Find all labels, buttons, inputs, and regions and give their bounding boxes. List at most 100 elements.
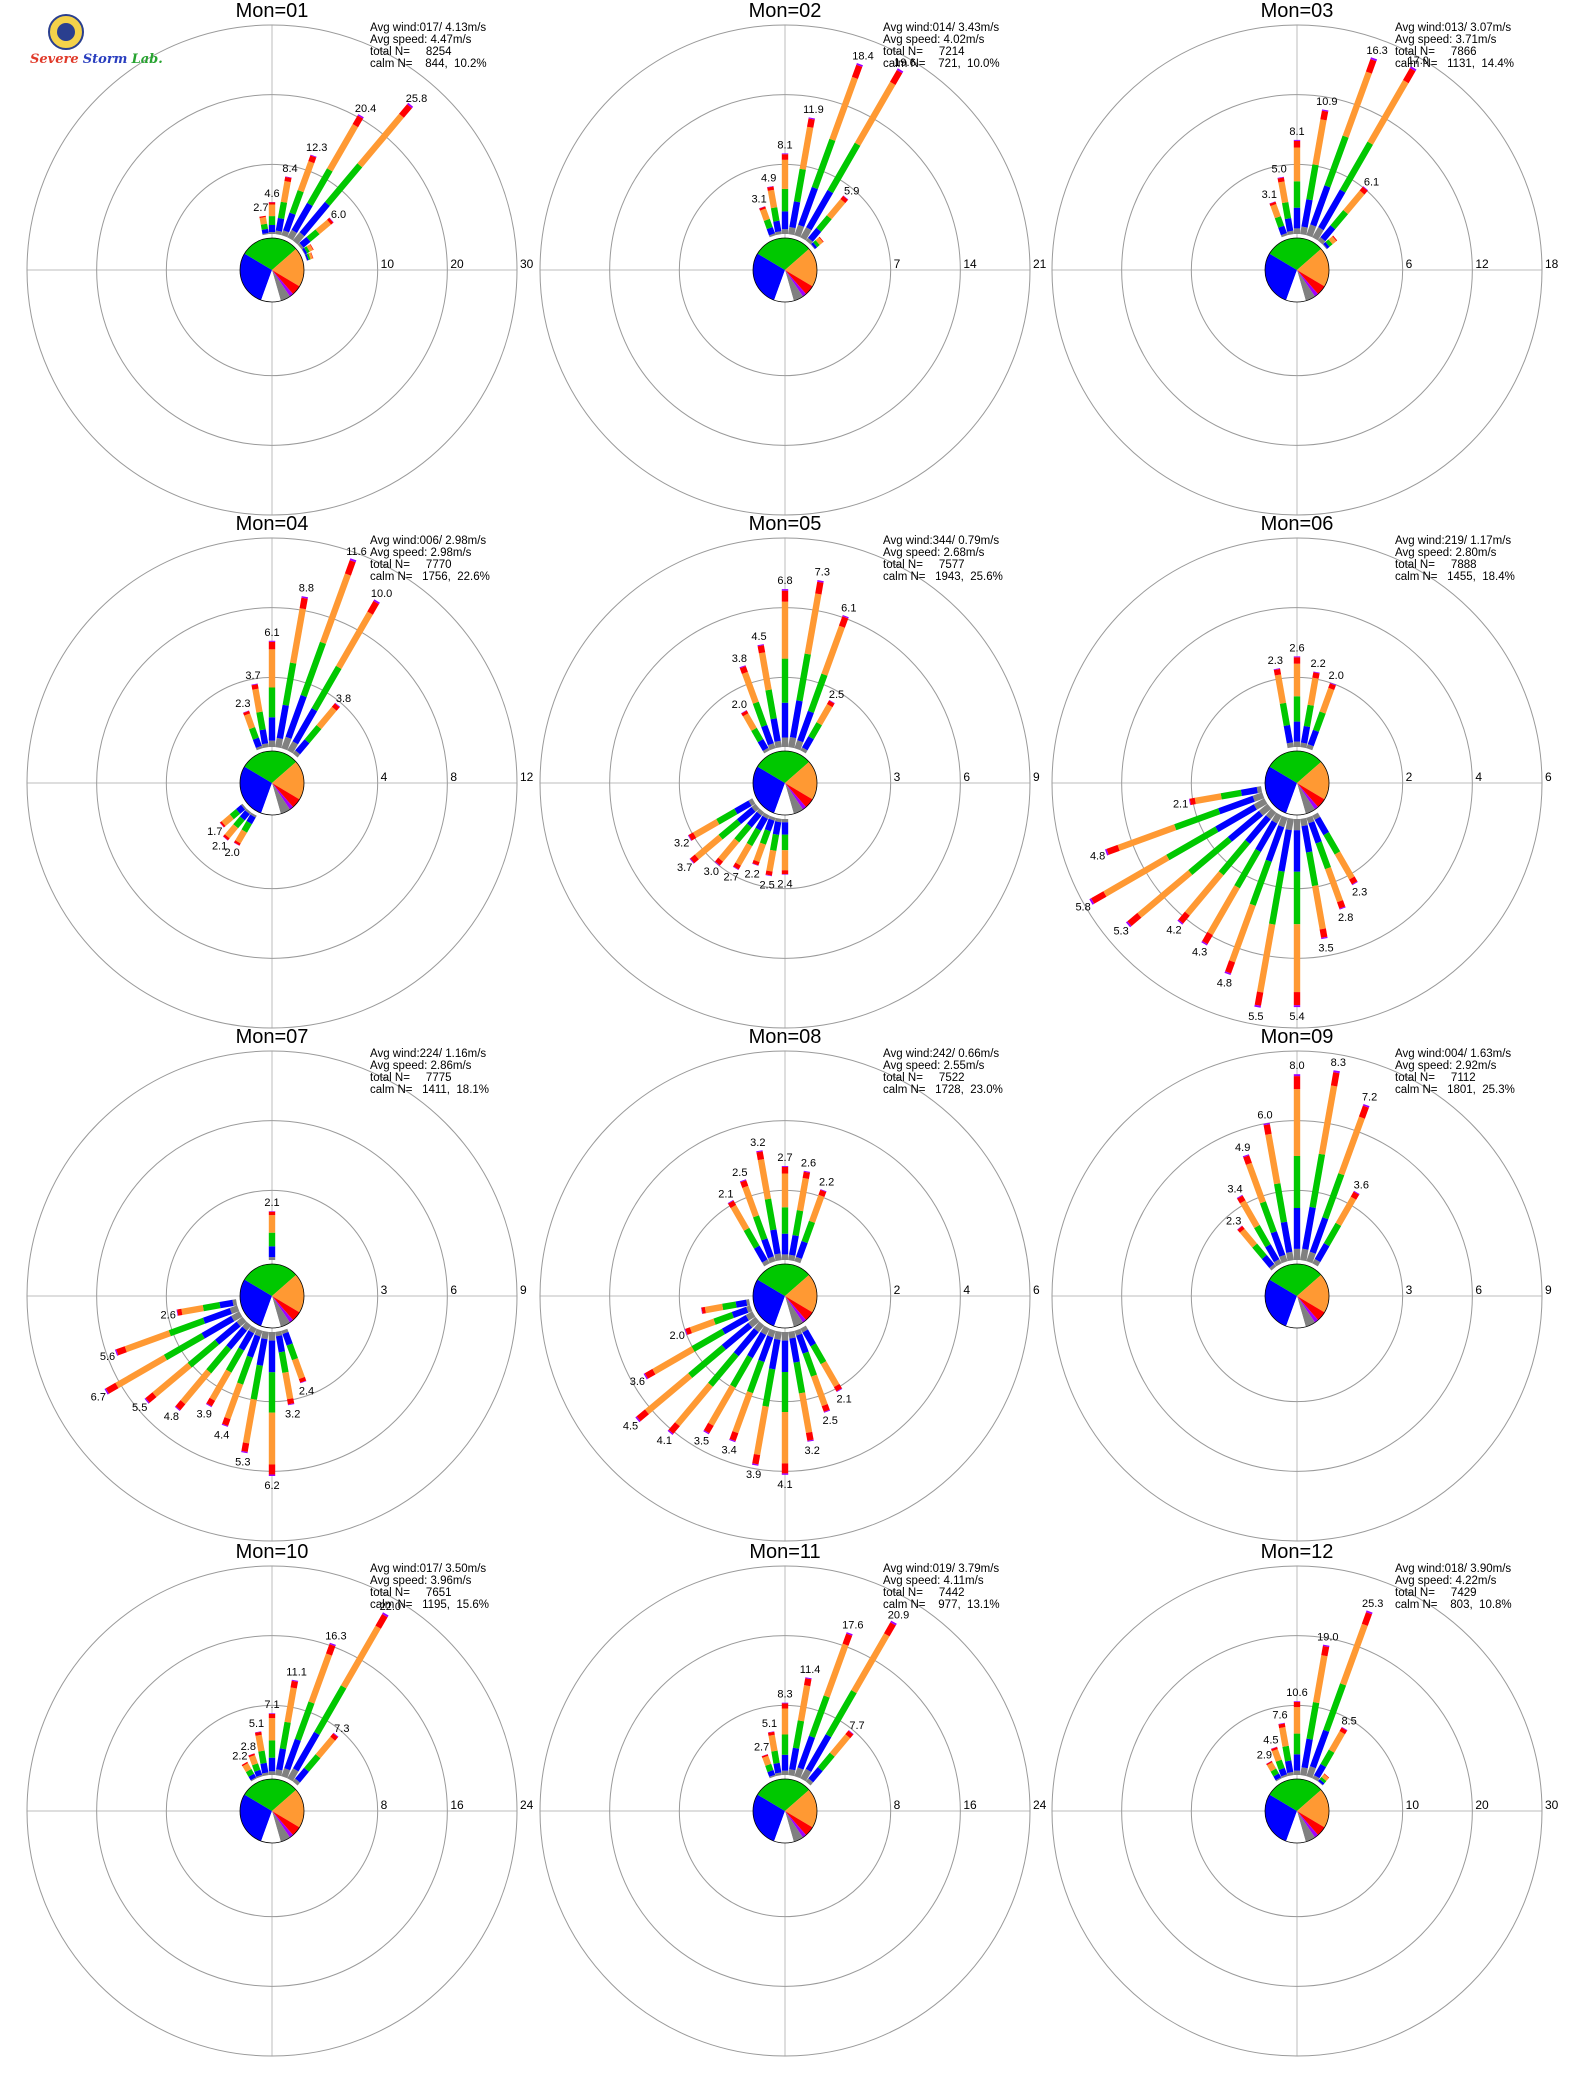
petal-segment [308,252,313,260]
petal-segment [249,1755,258,1766]
stats-line: total N= 7112 [1395,1072,1476,1084]
petal-segment [807,673,828,713]
chart-title: Mon=08 [749,1026,822,1048]
petal-segment [1188,836,1232,875]
petal-segment [209,1369,232,1401]
petal-segment [739,665,746,669]
petal-segment [769,1338,781,1370]
petal-segment [287,229,297,241]
calm-pie-slice [272,1296,290,1327]
petal-segment [1293,147,1301,182]
calm-pie-slice [1297,1811,1319,1838]
petal-label: 2.0 [1329,670,1344,682]
petal-segment [1285,817,1294,831]
petal-segment [279,1721,291,1750]
petal-segment [1237,1195,1246,1204]
petal-segment [851,64,863,79]
calm-pie-slice [1269,1263,1322,1296]
petal-label: 3.7 [245,670,260,682]
petal-label: 6.1 [841,603,856,615]
petal-segment [292,708,318,745]
petal-segment [304,254,308,261]
stats-line: Avg speed: 2.98m/s [370,547,472,559]
petal-segment [741,710,747,714]
petal-label: 19.0 [1317,1631,1338,1643]
petal-segment [1309,1153,1326,1208]
petal-segment [1283,724,1294,744]
petal-segment [807,118,815,128]
petal-label: 25.3 [1362,1598,1383,1610]
petal-segment [1318,1779,1325,1785]
petal-segment [297,161,315,193]
petal-segment [1271,1746,1278,1750]
calm-pie-slice [1297,783,1315,814]
petal-label: 3.4 [1227,1184,1242,1196]
petal-segment [326,1644,336,1656]
petal-segment [246,814,256,825]
petal-segment [802,1171,810,1179]
stats-line: calm N= 1756, 22.6% [370,571,490,583]
calm-pie-slice [785,248,818,287]
calm-pie-slice [272,1811,290,1842]
petal-segment [1367,80,1409,145]
petal-segment [816,704,833,726]
petal-label: 2.7 [777,1152,792,1164]
petal-segment [242,1763,252,1773]
ring-label: 4 [381,770,388,784]
range-ring [539,1565,1031,2057]
petal-segment [1306,164,1319,201]
petal-segment [104,1388,109,1395]
petal-segment [807,1439,814,1442]
petal-label: 6.1 [264,627,279,639]
petal-segment [1300,817,1308,827]
petal-segment [765,1763,774,1773]
petal-segment [805,1431,814,1441]
petal-segment [284,1687,297,1723]
stats-line: calm N= 1728, 23.0% [883,1084,1003,1096]
petal-segment [268,717,276,741]
petal-segment [248,1753,255,1758]
wind-rose-Mon=12: 10 20 30 2.9 4.5 7.6 10.6 19.0 25.3 8.5 Mon=12 Avg … [1051,1541,1559,2057]
petal-segment [800,227,812,241]
petal-segment [756,1150,763,1153]
petal-segment [718,838,740,862]
petal-label: 2.0 [224,847,239,859]
stats-line: Avg speed: 2.80m/s [1395,547,1497,559]
petal-segment [252,737,262,748]
petal-segment [1293,721,1301,742]
calm-pie-slice [785,1296,813,1321]
petal-segment [797,1685,811,1722]
petal-segment [826,199,846,220]
ring-label: 2 [894,1283,901,1297]
petal-segment [1303,704,1314,727]
petal-segment [764,818,775,832]
petal-segment [1256,786,1263,794]
petal-segment [733,862,741,870]
range-ring [96,94,448,446]
range-ring [26,24,518,516]
petal-segment [1403,68,1416,84]
petal-segment [1312,885,1326,930]
petal-segment [202,1302,221,1312]
calm-pie-slice [1297,761,1330,800]
wind-rose-Mon=03: 6 12 18 3.1 5.0 8.1 10.9 16.3 17.0 6.1 Mon=03 Avg w… [1051,0,1559,516]
petal-segment [229,809,241,820]
petal-segment [177,1308,183,1316]
stats-line: Avg wind:017/ 3.50m/s [370,1563,486,1575]
petal-segment [1314,1763,1327,1779]
petal-segment [1277,176,1284,179]
petal-segment [1278,1723,1286,1729]
calm-pie-slice [1264,1279,1297,1327]
chart-title: Mon=06 [1261,513,1334,535]
petal-segment [773,1762,782,1774]
petal-segment [1255,820,1278,853]
petal-segment [219,822,224,828]
petal-segment [781,819,789,823]
stats-line: calm N= 1455, 18.4% [1395,571,1515,583]
petal-segment [774,1253,782,1262]
petal-segment [231,1311,243,1322]
petal-segment [740,1180,749,1188]
petal-segment [1342,71,1372,138]
petal-segment [1315,841,1331,870]
petal-label: 10.6 [1286,1687,1307,1699]
